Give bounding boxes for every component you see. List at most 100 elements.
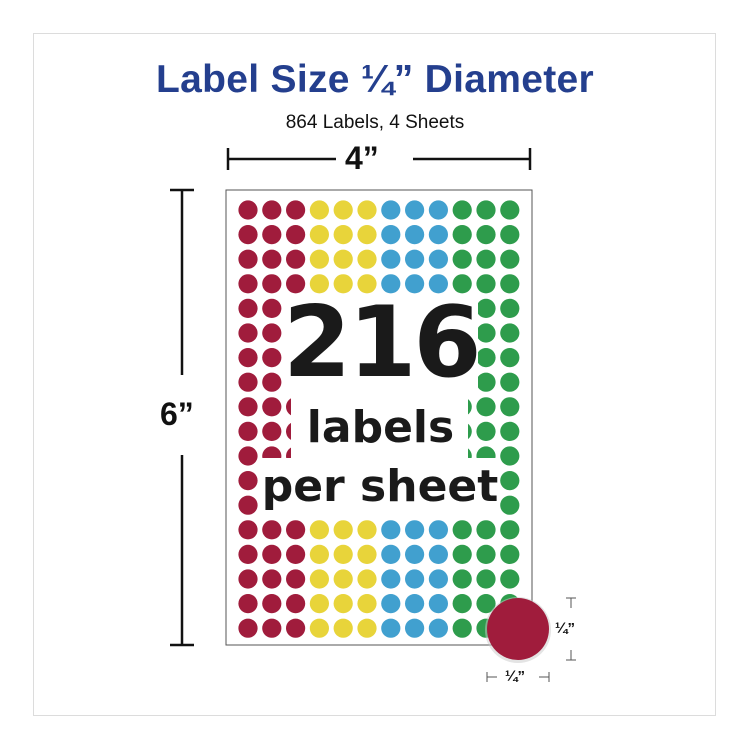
label-dot — [381, 594, 401, 614]
label-dot — [405, 618, 425, 638]
label-dot — [262, 348, 282, 368]
label-dot — [262, 397, 282, 417]
label-dot — [333, 200, 353, 220]
label-dot — [476, 520, 496, 540]
label-dot — [452, 544, 472, 565]
label-dot — [500, 323, 520, 343]
label-dot — [452, 520, 472, 540]
label-dot — [309, 274, 329, 294]
label-dot — [238, 323, 258, 343]
label-dot — [357, 544, 377, 565]
label-dot — [309, 200, 329, 220]
label-dot — [428, 618, 448, 638]
label-dot — [238, 569, 258, 589]
label-dot — [238, 594, 258, 614]
label-dot — [428, 249, 448, 269]
image-frame — [33, 33, 716, 716]
label-dot — [333, 618, 353, 638]
label-dot — [405, 274, 425, 294]
label-dot — [476, 569, 496, 589]
label-dot — [309, 520, 329, 540]
label-dot — [286, 200, 306, 220]
label-dot — [428, 544, 448, 565]
label-dot — [405, 544, 425, 565]
label-dot — [238, 520, 258, 540]
label-dot — [452, 249, 472, 269]
label-dot — [452, 200, 472, 220]
label-dot — [476, 200, 496, 220]
label-dot — [238, 544, 258, 565]
label-dot — [381, 225, 401, 245]
label-dot — [238, 249, 258, 269]
label-dot — [262, 544, 282, 565]
label-dot — [500, 495, 520, 515]
label-dot — [238, 298, 258, 318]
label-dot — [428, 594, 448, 614]
label-dot — [238, 446, 258, 466]
label-dot — [309, 225, 329, 245]
label-dot — [333, 569, 353, 589]
label-dot — [357, 569, 377, 589]
labels-text: labels — [306, 402, 455, 453]
label-dot — [405, 520, 425, 540]
label-dot — [500, 274, 520, 294]
label-dot — [476, 348, 496, 368]
label-dot — [357, 520, 377, 540]
label-dot — [357, 200, 377, 220]
label-dot — [476, 225, 496, 245]
label-dot — [452, 594, 472, 614]
label-dot — [262, 618, 282, 638]
label-dot — [262, 421, 282, 441]
label-dot — [357, 274, 377, 294]
label-dot — [500, 200, 520, 220]
per-sheet-text: per sheet — [261, 461, 499, 512]
label-dot — [452, 569, 472, 589]
label-dot — [309, 594, 329, 614]
label-dot — [262, 274, 282, 294]
label-dot — [381, 618, 401, 638]
label-dot — [286, 225, 306, 245]
label-dot — [476, 594, 496, 614]
label-dot — [286, 274, 306, 294]
label-dot — [428, 225, 448, 245]
label-dot — [381, 249, 401, 269]
labels-cover — [291, 398, 468, 458]
label-dot — [476, 397, 496, 417]
label-dot — [262, 594, 282, 614]
label-dot — [333, 274, 353, 294]
label-dot — [286, 249, 306, 269]
label-dot — [238, 348, 258, 368]
label-dot — [476, 421, 496, 441]
label-dot — [381, 520, 401, 540]
label-dot — [333, 249, 353, 269]
label-dot — [238, 471, 258, 491]
labels-count: 216 — [283, 286, 482, 400]
dot-width-dimension — [486, 672, 550, 682]
label-dot — [238, 495, 258, 515]
label-dot — [238, 372, 258, 392]
width-label: 4” — [345, 140, 379, 176]
label-dot — [262, 225, 282, 245]
label-dot — [428, 274, 448, 294]
sample-dot — [487, 598, 549, 660]
label-dot — [333, 520, 353, 540]
dot-height-dimension — [566, 597, 576, 661]
label-dot — [262, 249, 282, 269]
label-dot — [500, 569, 520, 589]
label-dot — [500, 471, 520, 491]
label-dot — [262, 323, 282, 343]
label-dot — [500, 298, 520, 318]
label-dot — [405, 594, 425, 614]
label-dot — [309, 618, 329, 638]
label-dot — [428, 200, 448, 220]
label-dot — [500, 544, 520, 565]
label-dot — [500, 421, 520, 441]
label-dot — [381, 274, 401, 294]
dot-width-label: ¼” — [505, 668, 526, 685]
dot-height-label: ¼” — [555, 620, 576, 637]
label-dot — [357, 249, 377, 269]
label-dot — [286, 520, 306, 540]
label-dot — [405, 249, 425, 269]
label-dot — [452, 618, 472, 638]
